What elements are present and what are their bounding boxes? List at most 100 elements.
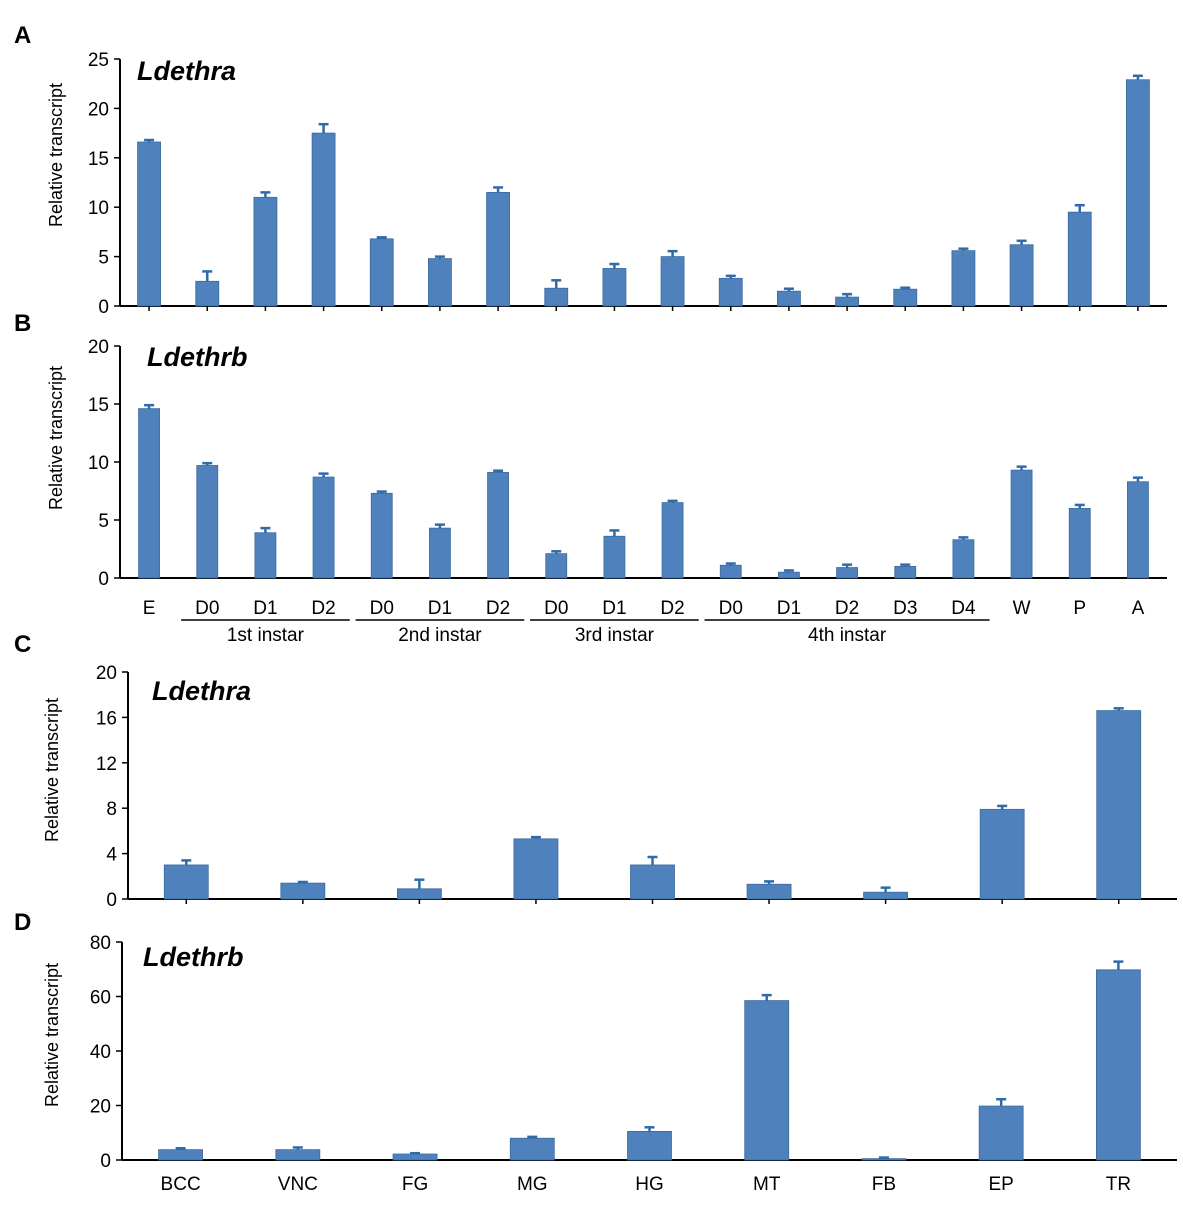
y-tick-label: 80 <box>90 933 111 954</box>
x-tick-label: MT <box>753 1174 781 1195</box>
bar-d0 <box>719 564 742 579</box>
bar-w <box>1010 469 1033 579</box>
bar-hg <box>630 864 675 900</box>
y-tick-label: 20 <box>88 337 109 358</box>
y-tick-label: 12 <box>96 754 117 775</box>
panel-b: B 0 5 10 15 20 Relative transcript Ldethrb E D0 D… <box>14 310 1167 646</box>
x-tick-label: BCC <box>161 1174 201 1195</box>
bar-d1 <box>254 532 277 579</box>
bar-d3 <box>893 288 918 307</box>
x-tick-label: FG <box>402 1174 428 1195</box>
bar-d2 <box>486 191 510 307</box>
bar-d0 <box>196 465 219 579</box>
y-axis-label: Relative transcript <box>46 366 66 510</box>
x-tick-label: MG <box>517 1174 548 1195</box>
bar-d2 <box>312 476 335 579</box>
y-axis-label: Relative transcript <box>42 698 62 842</box>
bar-d4 <box>952 539 975 579</box>
bar-e <box>138 408 160 579</box>
bar-d0 <box>370 492 393 579</box>
y-tick-label: 0 <box>98 297 109 318</box>
bar-mg <box>509 1137 555 1161</box>
panel-letter-a: A <box>14 22 31 49</box>
bar-d1 <box>428 258 452 307</box>
x-tick-label: P <box>1073 598 1086 619</box>
x-tick-label: VNC <box>278 1174 318 1195</box>
x-tick-label: D2 <box>486 598 510 619</box>
group-label: 4th instar <box>808 625 887 646</box>
y-tick-label: 10 <box>88 198 109 219</box>
x-tick-label: D2 <box>660 598 684 619</box>
bar-mt <box>746 883 792 900</box>
panel-letter-d: D <box>14 909 31 936</box>
x-tick-label: D4 <box>951 598 976 619</box>
y-tick-label: 5 <box>98 511 109 532</box>
x-tick-label: D1 <box>777 598 801 619</box>
group-label: 2nd instar <box>398 625 482 646</box>
bar-a <box>1126 79 1150 307</box>
bar-d1 <box>778 571 800 579</box>
x-tick-label: D3 <box>893 598 917 619</box>
bar-p <box>1068 507 1091 579</box>
x-tick-label: D0 <box>544 598 568 619</box>
bar-tr <box>1095 969 1141 1161</box>
x-tick-label: D1 <box>428 598 452 619</box>
y-tick-label: 20 <box>90 1097 111 1118</box>
group-label: 1st instar <box>227 625 305 646</box>
x-tick-label: D2 <box>311 598 335 619</box>
bar-d0 <box>545 553 568 579</box>
y-tick-label: 40 <box>90 1042 111 1063</box>
y-tick-label: 16 <box>96 708 117 729</box>
bar-d3 <box>894 566 917 579</box>
bar-d2 <box>660 256 685 307</box>
x-tick-label: W <box>1013 598 1031 619</box>
y-tick-label: 8 <box>106 799 117 820</box>
bar-d4 <box>951 250 976 307</box>
x-tick-label: E <box>143 598 156 619</box>
bar-ep <box>979 808 1025 900</box>
group-label: 3rd instar <box>575 625 655 646</box>
y-axis-label: Relative transcript <box>42 963 62 1107</box>
y-tick-label: 0 <box>100 1151 111 1172</box>
y-tick-label: 4 <box>106 845 117 866</box>
bar-mt <box>744 1000 790 1161</box>
bar-fg <box>396 888 442 900</box>
chart-title: Ldethra <box>137 56 236 86</box>
x-tick-label: D2 <box>835 598 859 619</box>
x-tick-label: D0 <box>370 598 394 619</box>
chart-title: Ldethra <box>152 676 251 706</box>
bar-fb <box>863 891 909 900</box>
panel-d: D 0 20 40 60 80 Relative transcript Ldethrb BCC… <box>14 909 1177 1195</box>
x-tick-label: FB <box>872 1174 896 1195</box>
bar-d0 <box>195 280 220 307</box>
bar-d1 <box>602 268 627 307</box>
x-tick-label: A <box>1132 598 1145 619</box>
bar-d2 <box>836 567 858 579</box>
y-tick-label: 15 <box>88 149 109 170</box>
bar-mg <box>513 838 559 900</box>
bar-d2 <box>487 472 509 579</box>
y-tick-label: 5 <box>98 248 109 269</box>
y-tick-label: 60 <box>90 988 111 1009</box>
panel-a: A 0 5 10 15 20 25 Relative transcript Ldethra <box>14 22 1167 318</box>
bar-a <box>1127 481 1149 579</box>
bar-d2 <box>311 132 336 307</box>
y-tick-label: 0 <box>98 569 109 590</box>
x-tick-label: TR <box>1106 1174 1131 1195</box>
bar-d2 <box>661 502 684 579</box>
y-axis-label: Relative transcript <box>46 83 66 227</box>
bar-d1 <box>777 290 801 307</box>
y-tick-label: 0 <box>106 890 117 911</box>
bar-d1 <box>603 535 626 579</box>
bar-d2 <box>835 296 859 307</box>
x-tick-label: EP <box>988 1174 1013 1195</box>
y-tick-label: 25 <box>88 50 109 71</box>
y-tick-label: 10 <box>88 453 109 474</box>
chart-title: Ldethrb <box>143 942 244 972</box>
bar-e <box>137 141 161 307</box>
bar-p <box>1067 211 1092 307</box>
bar-bcc <box>158 1149 204 1161</box>
y-tick-label: 20 <box>88 99 109 120</box>
y-tick-label: 20 <box>96 663 117 684</box>
